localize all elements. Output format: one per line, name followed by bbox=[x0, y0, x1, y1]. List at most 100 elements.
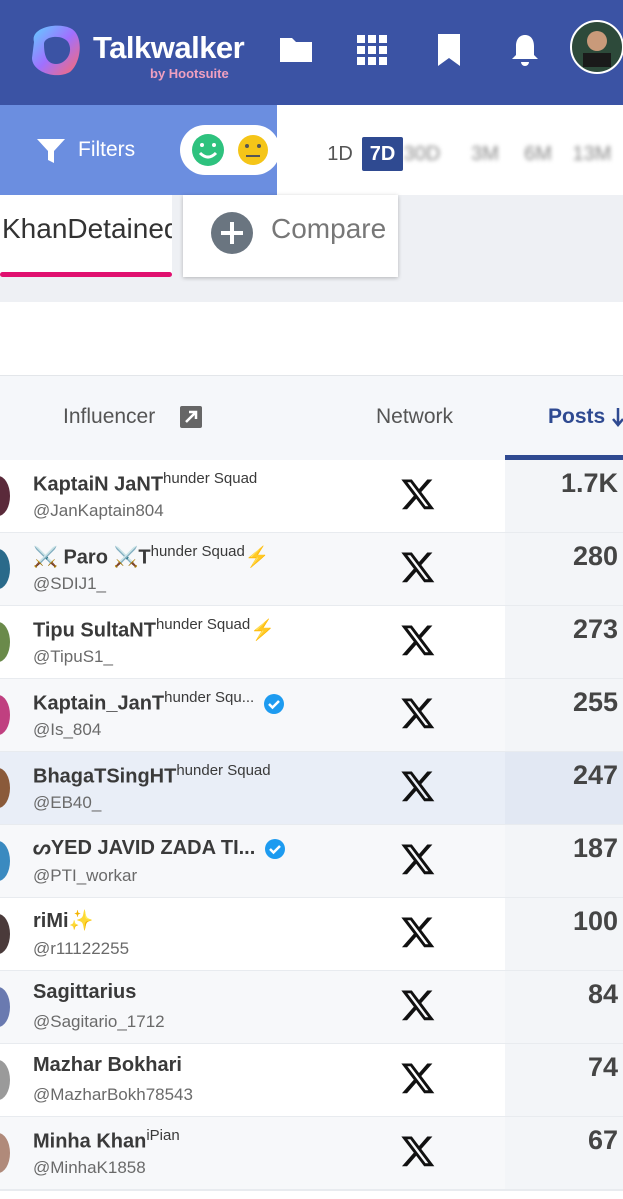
network-icon bbox=[400, 841, 436, 877]
network-icon bbox=[400, 1060, 436, 1096]
influencer-name[interactable]: ᔕYED JAVID ZADA TI... bbox=[33, 835, 286, 860]
bell-icon[interactable] bbox=[509, 32, 541, 68]
influencer-handle: @EB40_ bbox=[33, 793, 102, 812]
name-text: Kaptain_JanT bbox=[33, 692, 165, 715]
posts-cell bbox=[505, 752, 623, 824]
influencer-name[interactable]: KaptaiN JaNThunder Squad bbox=[33, 470, 257, 497]
period-button[interactable]: 30D bbox=[403, 143, 441, 165]
active-tab[interactable]: KhanDetained bbox=[0, 195, 172, 275]
tab-underline bbox=[0, 272, 172, 277]
column-header[interactable]: Network bbox=[376, 405, 454, 428]
avatar[interactable] bbox=[0, 841, 10, 881]
network-icon bbox=[400, 549, 436, 585]
name-text: Minha Khan bbox=[33, 1130, 147, 1153]
influencer-name[interactable]: Minha KhaniPian bbox=[33, 1127, 180, 1154]
posts-count: 100 bbox=[572, 906, 618, 936]
table-row[interactable]: Minha KhaniPian @MinhaK1858 67 bbox=[0, 1117, 623, 1191]
avatar[interactable] bbox=[0, 1060, 10, 1100]
period-button[interactable]: 3M bbox=[471, 143, 499, 165]
influencer-name[interactable]: ⚔️ Paro ⚔️Thunder Squad⚡ bbox=[33, 543, 270, 570]
network-icon bbox=[400, 1133, 436, 1169]
avatar[interactable] bbox=[0, 622, 10, 662]
filter-icon[interactable] bbox=[36, 137, 66, 165]
table-row[interactable]: ⚔️ Paro ⚔️Thunder Squad⚡ @SDIJ1_ 280 bbox=[0, 533, 623, 607]
name-text: riMi✨ bbox=[33, 910, 94, 932]
influencer-name[interactable]: Tipu SultaNThunder Squad⚡ bbox=[33, 616, 275, 643]
influencer-handle: @PTI_workar bbox=[33, 866, 138, 885]
name-text: Tipu SultaNT bbox=[33, 619, 156, 642]
period-button[interactable]: 1D bbox=[327, 143, 353, 165]
sort-icon[interactable] bbox=[612, 408, 623, 428]
influencer-handle: @JanKaptain804 bbox=[33, 501, 164, 520]
name-superscript: iPian bbox=[146, 1127, 180, 1144]
network-icon bbox=[400, 914, 436, 950]
filters-button[interactable]: Filters bbox=[78, 138, 136, 161]
name-text: BhagaTSingHT bbox=[33, 765, 177, 788]
avatar[interactable] bbox=[0, 987, 10, 1027]
name-text: ᔕYED JAVID ZADA TI... bbox=[33, 837, 256, 859]
brand: Talkwalker bbox=[93, 30, 245, 65]
influencer-handle: @r11122255 bbox=[33, 939, 130, 958]
period-button[interactable]: 13M bbox=[572, 143, 612, 165]
network-icon bbox=[400, 476, 436, 512]
avatar[interactable] bbox=[0, 476, 10, 516]
table-row[interactable]: Sagittarius @Sagitario_1712 84 bbox=[0, 971, 623, 1045]
influencer-handle: @Sagitario_1712 bbox=[33, 1012, 165, 1031]
posts-count: 74 bbox=[587, 1052, 618, 1082]
table-row[interactable]: riMi✨ @r11122255 100 bbox=[0, 898, 623, 972]
name-text: ⚔️ Paro ⚔️T bbox=[33, 546, 151, 569]
name-text: Sagittarius bbox=[33, 981, 137, 1003]
bookmark-icon[interactable] bbox=[436, 32, 462, 68]
posts-cell bbox=[505, 460, 623, 532]
user-avatar[interactable] bbox=[569, 19, 623, 75]
table-row[interactable]: Kaptain_JanThunder Squ... @Is_804 255 bbox=[0, 679, 623, 753]
influencer-name[interactable]: BhagaTSingHThunder Squad bbox=[33, 762, 271, 789]
table-row[interactable]: Mazhar Bokhari @MazharBokh78543 74 bbox=[0, 1044, 623, 1118]
period-button[interactable]: 6M bbox=[524, 143, 552, 165]
influencer-name[interactable]: Mazhar Bokhari bbox=[33, 1054, 182, 1077]
posts-cell bbox=[505, 898, 623, 970]
posts-cell bbox=[505, 533, 623, 605]
period-button[interactable]: 7D bbox=[362, 137, 403, 171]
apps-icon[interactable] bbox=[356, 34, 388, 66]
name-superscript: hunder Squad bbox=[163, 470, 258, 487]
verified-badge bbox=[265, 838, 286, 859]
influencer-handle: @Is_804 bbox=[33, 720, 102, 739]
posts-cell bbox=[505, 971, 623, 1043]
posts-count: 273 bbox=[572, 614, 618, 644]
name-superscript: hunder Squ... bbox=[164, 689, 255, 706]
column-header[interactable]: Posts bbox=[548, 405, 606, 428]
posts-count: 280 bbox=[572, 541, 618, 571]
posts-cell bbox=[505, 1117, 623, 1189]
influencer-handle: @SDIJ1_ bbox=[33, 574, 107, 593]
compare-icon bbox=[211, 212, 253, 254]
avatar[interactable] bbox=[0, 914, 10, 954]
avatar[interactable] bbox=[0, 768, 10, 808]
name-superscript: hunder Squad bbox=[176, 762, 271, 779]
influencer-name[interactable]: riMi✨ bbox=[33, 908, 93, 933]
influencer-name[interactable]: Kaptain_JanThunder Squ... bbox=[33, 689, 285, 716]
posts-cell bbox=[505, 1044, 623, 1116]
name-text: Mazhar Bokhari bbox=[33, 1054, 182, 1076]
posts-cell bbox=[505, 825, 623, 897]
avatar[interactable] bbox=[0, 1133, 10, 1173]
table-row[interactable]: KaptaiN JaNThunder Squad @JanKaptain804 1.… bbox=[0, 460, 623, 534]
posts-count: 1.7K bbox=[560, 468, 618, 498]
name-text: KaptaiN JaNT bbox=[33, 473, 164, 496]
column-header[interactable]: Influencer bbox=[63, 405, 156, 428]
header bbox=[0, 0, 623, 105]
table-header bbox=[0, 375, 623, 461]
table-row[interactable]: ᔕYED JAVID ZADA TI... @PTI_workar 187 bbox=[0, 825, 623, 899]
avatar[interactable] bbox=[0, 549, 10, 589]
network-icon bbox=[400, 768, 436, 804]
logo bbox=[32, 25, 80, 76]
table-row[interactable]: Tipu SultaNThunder Squad⚡ @TipuS1_ 273 bbox=[0, 606, 623, 680]
folder-icon[interactable] bbox=[278, 34, 314, 64]
avatar[interactable] bbox=[0, 695, 10, 735]
sentiment-toggle[interactable] bbox=[180, 125, 280, 175]
open-icon[interactable] bbox=[179, 405, 203, 429]
influencer-name[interactable]: Sagittarius bbox=[33, 981, 136, 1004]
table-row[interactable]: BhagaTSingHThunder Squad @EB40_ 247 bbox=[0, 752, 623, 826]
name-emoji: ⚡ bbox=[244, 546, 270, 569]
